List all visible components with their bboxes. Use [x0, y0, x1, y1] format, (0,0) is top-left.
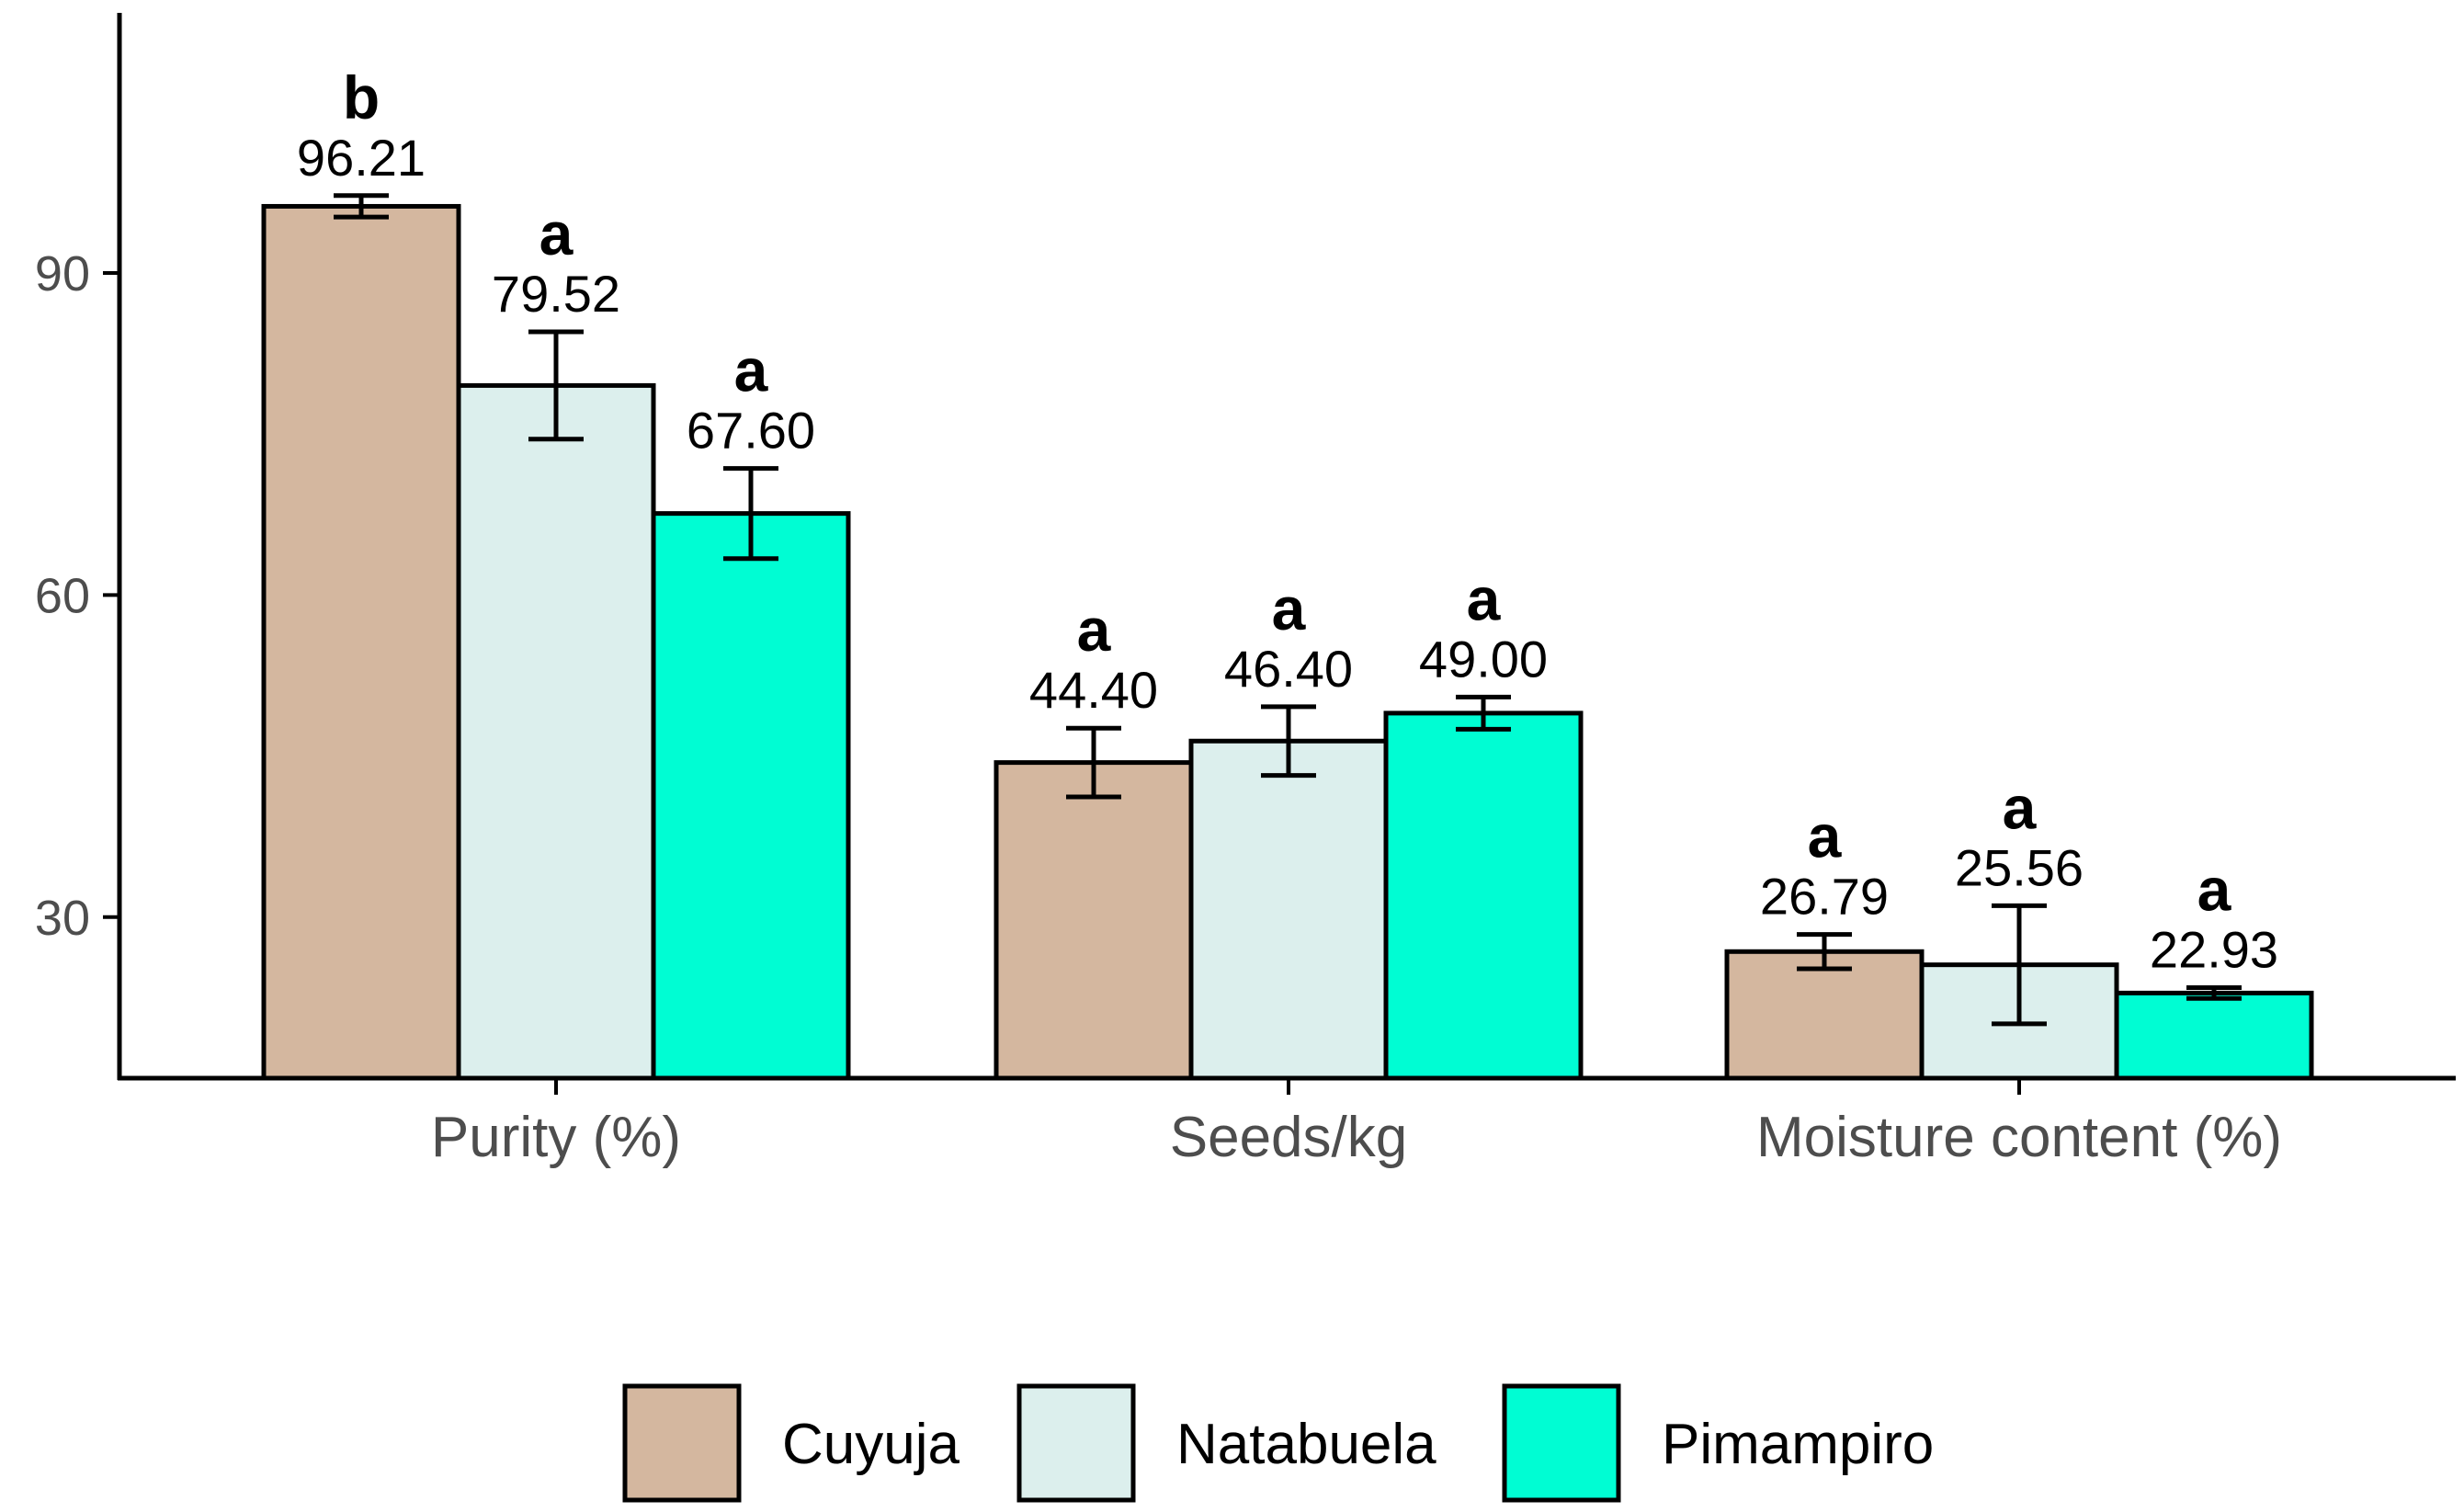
significance-letter-pimampiro-3: a: [2197, 856, 2232, 924]
value-label-cuyuja-2: 44.40: [1029, 661, 1158, 719]
legend-key-natabuela: [1016, 1383, 1136, 1503]
error-bar-pimampiro-3: [2186, 985, 2242, 1001]
value-label-natabuela-3: 25.56: [1955, 838, 2084, 896]
x-tick-label-1: Purity (%): [431, 1106, 681, 1169]
value-label-cuyuja-3: 26.79: [1760, 868, 1889, 926]
error-bar-cuyuja-3: [1797, 932, 1852, 972]
bar-natabuela-1: [456, 382, 656, 1081]
value-label-natabuela-2: 46.40: [1224, 640, 1353, 698]
error-bars-layer: [334, 193, 2242, 1027]
bar-cuyuja-1: [261, 203, 461, 1081]
legend-key-cuyuja: [622, 1383, 742, 1503]
x-tick-label-2: Seeds/kg: [1170, 1106, 1408, 1169]
error-bar-natabuela-1: [528, 329, 584, 442]
significance-letter-cuyuja-1: b: [343, 63, 380, 131]
significance-letter-cuyuja-2: a: [1077, 596, 1112, 664]
legend-label-cuyuja: Cuyuja: [782, 1413, 960, 1476]
value-label-pimampiro-1: 67.60: [687, 402, 815, 460]
significance-letter-cuyuja-3: a: [1808, 802, 1843, 870]
bar-labels-layer: 96.21b79.52a67.60a44.40a46.40a49.00a26.7…: [297, 63, 2278, 979]
value-label-pimampiro-2: 49.00: [1419, 630, 1548, 688]
error-bar-pimampiro-1: [723, 466, 778, 562]
x-tick-label-3: Moisture content (%): [1756, 1106, 2282, 1169]
bar-cuyuja-2: [994, 760, 1194, 1081]
significance-letter-pimampiro-1: a: [734, 336, 769, 404]
legend-label-pimampiro: Pimampiro: [1662, 1413, 1934, 1476]
legend-item-natabuela: Natabuela: [1016, 1383, 1436, 1503]
bar-pimampiro-1: [651, 511, 851, 1081]
y-tick-label-90: 90: [35, 246, 90, 301]
value-label-cuyuja-1: 96.21: [297, 129, 426, 187]
value-label-pimampiro-3: 22.93: [2150, 921, 2278, 979]
legend-key-pimampiro: [1502, 1383, 1621, 1503]
y-tick-label-60: 60: [35, 568, 90, 623]
axes-layer: Purity (%) Seeds/kg Moisture content (%) 30…: [35, 13, 2456, 1169]
error-bar-pimampiro-2: [1456, 694, 1511, 732]
error-bar-cuyuja-2: [1066, 725, 1121, 800]
significance-letter-pimampiro-2: a: [1467, 564, 1502, 632]
value-label-natabuela-1: 79.52: [492, 265, 620, 323]
legend-label-natabuela: Natabuela: [1176, 1413, 1436, 1476]
error-bar-cuyuja-1: [334, 193, 389, 220]
significance-letter-natabuela-2: a: [1272, 574, 1307, 642]
bar-natabuela-2: [1188, 738, 1389, 1081]
significance-letter-natabuela-3: a: [2003, 773, 2038, 841]
y-tick-label-30: 30: [35, 891, 90, 946]
bar-pimampiro-3: [2114, 990, 2314, 1081]
error-bar-natabuela-2: [1261, 704, 1316, 779]
bar-pimampiro-2: [1383, 711, 1584, 1081]
legend-item-pimampiro: Pimampiro: [1502, 1383, 1934, 1503]
legend: Cuyuja Natabuela Pimampiro: [622, 1383, 1934, 1503]
significance-letter-natabuela-1: a: [539, 199, 574, 267]
legend-item-cuyuja: Cuyuja: [622, 1383, 960, 1503]
error-bar-natabuela-3: [1992, 903, 2047, 1027]
